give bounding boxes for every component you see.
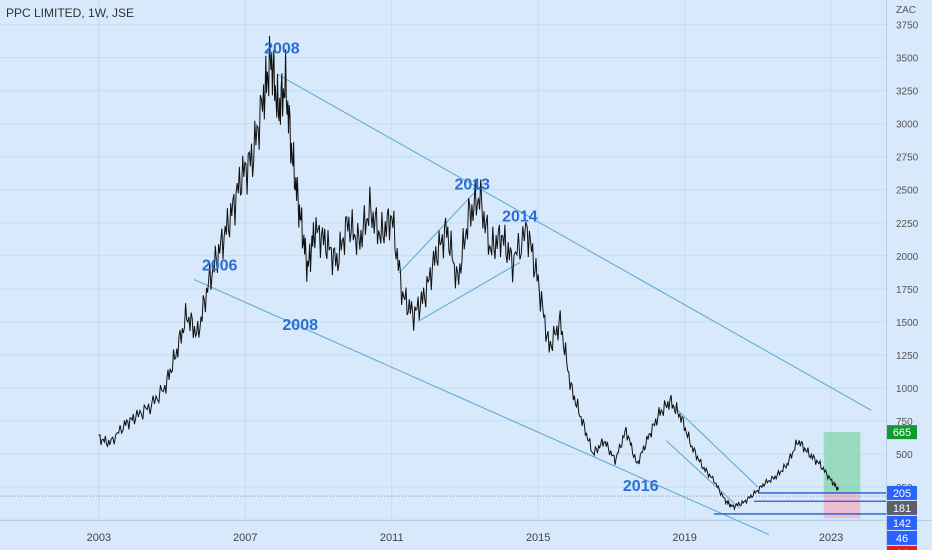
price-axis-label-bg <box>887 500 917 515</box>
price-axis-label: 181 <box>893 503 911 515</box>
x-tick-label: 2003 <box>87 532 111 544</box>
y-tick-label: 2500 <box>896 186 919 197</box>
year-annotation: 2006 <box>202 257 238 274</box>
x-tick-label: 2015 <box>526 532 550 544</box>
trend-line <box>665 440 740 509</box>
y-tick-label: 1750 <box>896 285 919 296</box>
y-tick-label: 750 <box>896 417 913 428</box>
price-axis-label-bg <box>887 530 917 545</box>
chart-title: PPC LIMITED, 1W, JSE <box>6 6 135 20</box>
price-axis-label: 14 <box>896 548 908 550</box>
price-axis-label: 142 <box>893 518 911 530</box>
year-annotation: 2013 <box>454 177 490 194</box>
x-tick-label: 2007 <box>233 532 257 544</box>
x-tick-label: 2011 <box>380 532 404 544</box>
price-axis-label-bg <box>887 545 917 550</box>
price-axis-label-bg <box>887 425 917 440</box>
price-axis-label-bg <box>887 485 917 500</box>
year-annotation: 2014 <box>502 208 538 225</box>
y-tick-label: 3750 <box>896 21 919 32</box>
price-axis-label: 46 <box>896 533 908 545</box>
target-zone <box>823 432 861 493</box>
year-annotation: 2008 <box>264 41 300 58</box>
price-axis-label: 665 <box>893 427 911 439</box>
y-tick-label: 2000 <box>896 252 919 263</box>
trend-line <box>673 406 759 488</box>
year-annotation: 2008 <box>282 317 318 334</box>
trend-line <box>417 261 521 323</box>
y-tick-label: 1500 <box>896 318 919 329</box>
year-annotation: 2016 <box>623 478 659 495</box>
trend-line <box>398 182 484 274</box>
price-axis-label: 205 <box>893 488 911 500</box>
price-axis-label-bg <box>887 515 917 530</box>
y-tick-label: 2750 <box>896 153 919 164</box>
axis-unit-label: ZAC <box>896 5 916 16</box>
y-tick-label: 3250 <box>896 87 919 98</box>
y-tick-label: 1250 <box>896 351 919 362</box>
trend-line <box>193 279 770 535</box>
y-tick-label: 3500 <box>896 54 919 65</box>
y-tick-label: 3000 <box>896 120 919 131</box>
x-tick-label: 2019 <box>672 532 696 544</box>
trend-line <box>278 74 872 411</box>
y-tick-label: 1000 <box>896 384 919 395</box>
price-series-line <box>98 35 839 511</box>
y-tick-label: 2250 <box>896 219 919 230</box>
x-tick-label: 2023 <box>819 532 843 544</box>
y-tick-label: 500 <box>896 450 913 461</box>
